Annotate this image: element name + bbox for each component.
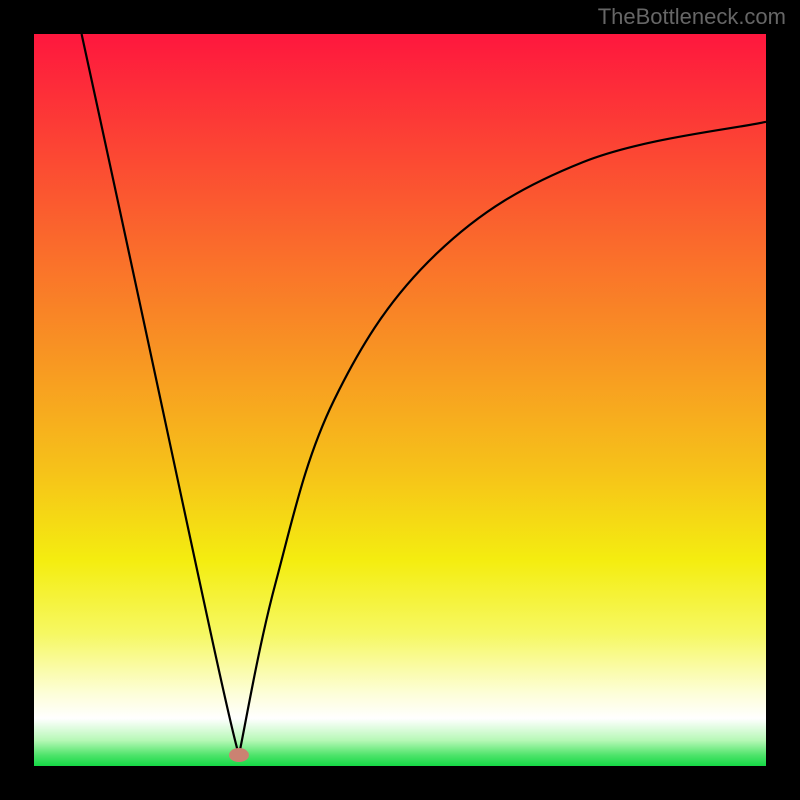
bottleneck-chart: TheBottleneck.com xyxy=(0,0,800,800)
plot-background xyxy=(34,34,766,766)
chart-svg xyxy=(0,0,800,800)
minimum-marker xyxy=(229,748,249,762)
watermark-text: TheBottleneck.com xyxy=(598,4,786,30)
